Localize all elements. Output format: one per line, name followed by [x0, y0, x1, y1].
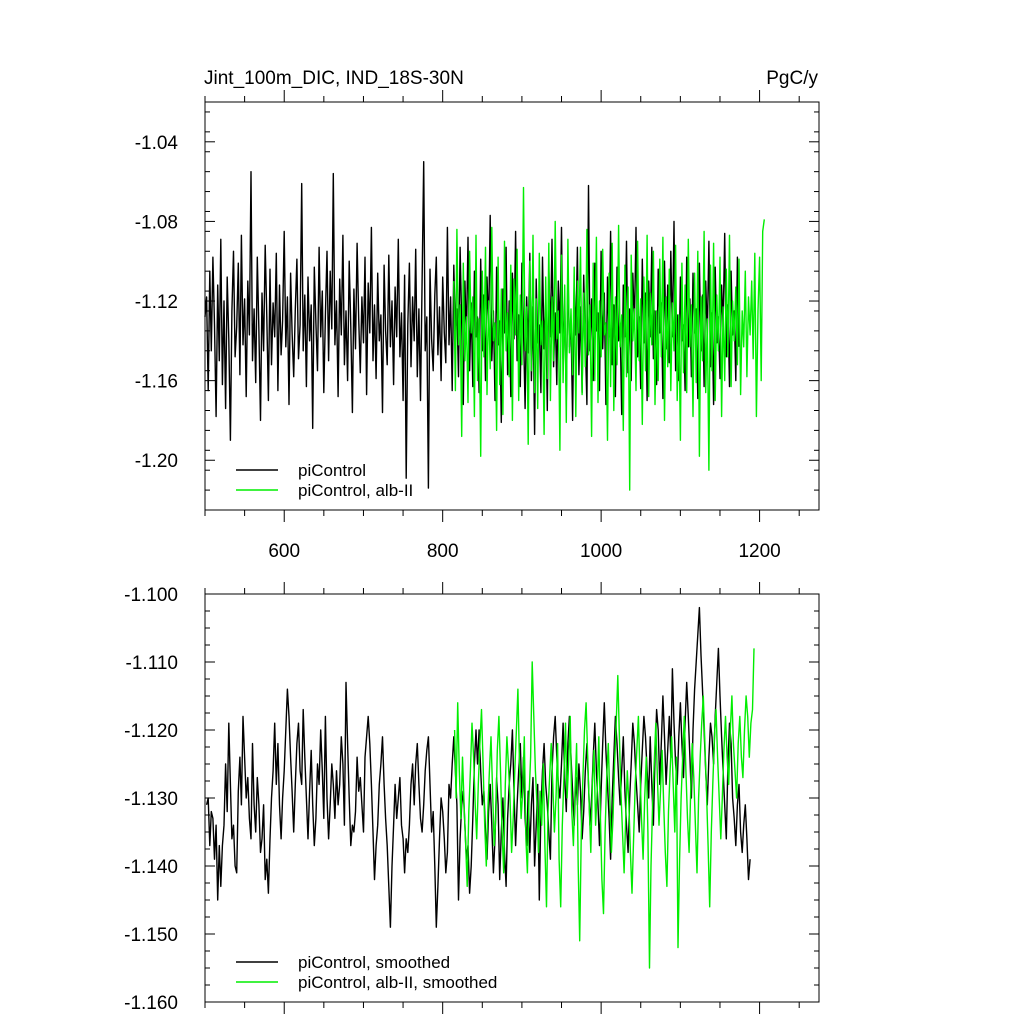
legend-label-picontrol-smoothed: piControl, smoothed	[298, 953, 450, 972]
chart-title-right: PgC/y	[766, 68, 818, 89]
bottom-panel: -1.100 -1.110 -1.120 -1.130 -1.140 -1.150 -1.1…	[124, 582, 820, 1014]
bottom-ytick-label: -1.160	[124, 993, 178, 1014]
bottom-series-line-picontrol	[205, 606, 751, 928]
bottom-ytick-label: -1.120	[124, 721, 178, 742]
top-ytick-label: -1.04	[135, 133, 179, 154]
bottom-ytick-label: -1.110	[126, 653, 178, 674]
legend-label-picontrol: piControl	[298, 461, 366, 480]
top-ytick-label: -1.08	[135, 212, 178, 233]
top-axes: -1.04 -1.08 -1.12 -1.16 -1.20 600 800 1000 1200	[135, 90, 819, 562]
top-xtick-label: 1000	[580, 541, 622, 562]
bottom-legend: piControl, smoothed piControl, alb-II, s…	[236, 953, 497, 992]
top-series-layer	[204, 161, 765, 491]
top-plot-frame	[204, 101, 820, 511]
bottom-ytick-label: -1.150	[124, 925, 178, 946]
bottom-axes: -1.100 -1.110 -1.120 -1.130 -1.140 -1.150 -1.1…	[124, 582, 819, 1014]
top-ytick-label: -1.16	[135, 372, 178, 393]
bottom-ytick-label: -1.100	[124, 585, 178, 606]
top-legend: piControl piControl, alb-II	[236, 461, 413, 500]
legend-label-alb-smoothed: piControl, alb-II, smoothed	[298, 973, 497, 992]
top-ytick-label: -1.20	[135, 451, 178, 472]
top-ytick-label: -1.12	[135, 292, 178, 313]
bottom-series-line-alb	[453, 648, 755, 969]
top-xtick-label: 800	[427, 541, 459, 562]
bottom-ytick-label: -1.140	[124, 857, 178, 878]
top-series-line-alb	[453, 186, 765, 491]
chart-title-left: Jint_100m_DIC, IND_18S-30N	[204, 68, 464, 89]
bottom-series-layer	[205, 606, 755, 969]
top-xtick-label: 600	[268, 541, 300, 562]
bottom-ytick-label: -1.130	[124, 789, 178, 810]
top-xtick-label: 1200	[738, 541, 780, 562]
legend-label-alb: piControl, alb-II	[298, 481, 413, 500]
